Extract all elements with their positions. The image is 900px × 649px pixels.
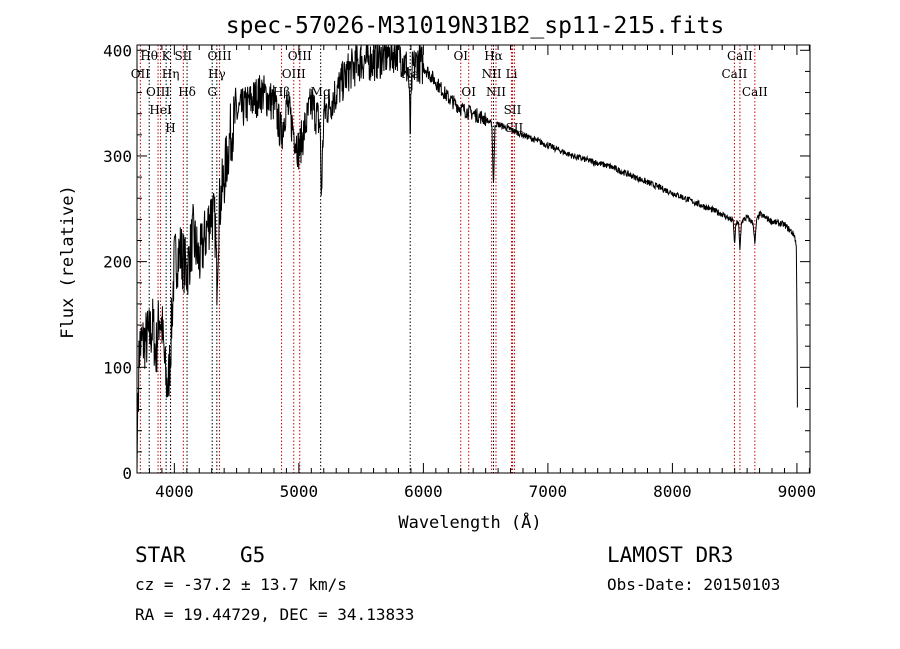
line-marker-label: NII: [486, 85, 506, 99]
line-marker-label: H: [165, 121, 175, 135]
line-marker-label: Hγ: [208, 67, 226, 81]
plot-frame: [136, 44, 811, 474]
y-tick-label: 400: [103, 41, 132, 60]
y-axis-label: Flux (relative): [58, 185, 78, 339]
line-marker-label: K: [162, 49, 172, 63]
y-tick-label: 0: [122, 464, 132, 483]
x-tick-label: 9000: [778, 482, 817, 501]
line-marker-label: SII: [504, 103, 522, 117]
line-marker-label: CaII: [742, 85, 768, 99]
survey-name: LAMOST DR3: [607, 543, 733, 567]
obs-date: Obs-Date: 20150103: [607, 575, 780, 594]
line-marker-label: Li: [506, 67, 518, 81]
line-marker-label: CaII: [727, 49, 753, 63]
line-marker-label: OIII: [288, 49, 312, 63]
line-marker-label: OIII: [146, 85, 170, 99]
line-marker-label: G: [207, 85, 217, 99]
line-marker-label: Hη: [162, 67, 180, 81]
line-marker-label: NII: [482, 67, 502, 81]
redshift-text: cz = -37.2 ± 13.7 km/s: [135, 575, 347, 594]
coordinates: RA = 19.44729, DEC = 34.13833: [135, 605, 414, 624]
spectrum-line: [136, 44, 798, 474]
line-marker-label: OIII: [282, 67, 306, 81]
x-tick-label: 4000: [155, 482, 194, 501]
chart-title: spec-57026-M31019N31B2_sp11-215.fits: [226, 13, 725, 39]
x-tick-label: 8000: [653, 482, 692, 501]
line-marker-label: OII: [131, 67, 151, 81]
line-marker-label: Hδ: [178, 85, 196, 99]
x-axis-label: Wavelength (Å): [398, 511, 541, 533]
axes: 4000 5000 6000 7000 8000 9000 0 100 200 300 400: [103, 41, 816, 501]
line-marker-label: OI: [453, 49, 468, 63]
y-tick-label: 300: [103, 147, 132, 166]
x-tick-label: 5000: [280, 482, 319, 501]
line-marker-label: Mg: [311, 85, 331, 99]
line-marker-label: SII: [506, 121, 524, 135]
line-marker-label: OIII: [208, 49, 232, 63]
line-marker-label: OI: [461, 85, 476, 99]
line-marker-label: SII: [174, 49, 192, 63]
object-class: STAR: [135, 543, 186, 567]
x-tick-label: 7000: [529, 482, 568, 501]
line-markers: OII Hθ OIII HeI K Hη H SII Hδ G Hγ OIII Hβ OIII OIII Mg…: [131, 45, 768, 473]
subclass: G5: [240, 543, 265, 567]
line-marker-label: Hβ: [273, 85, 290, 99]
line-marker-label: Hα: [484, 49, 503, 63]
line-marker-label: CaII: [722, 67, 748, 81]
y-tick-label: 100: [103, 358, 132, 377]
y-tick-label: 200: [103, 253, 132, 272]
x-tick-label: 6000: [404, 482, 443, 501]
line-marker-label: HeI: [149, 103, 172, 117]
line-marker-label: Hθ: [140, 49, 158, 63]
